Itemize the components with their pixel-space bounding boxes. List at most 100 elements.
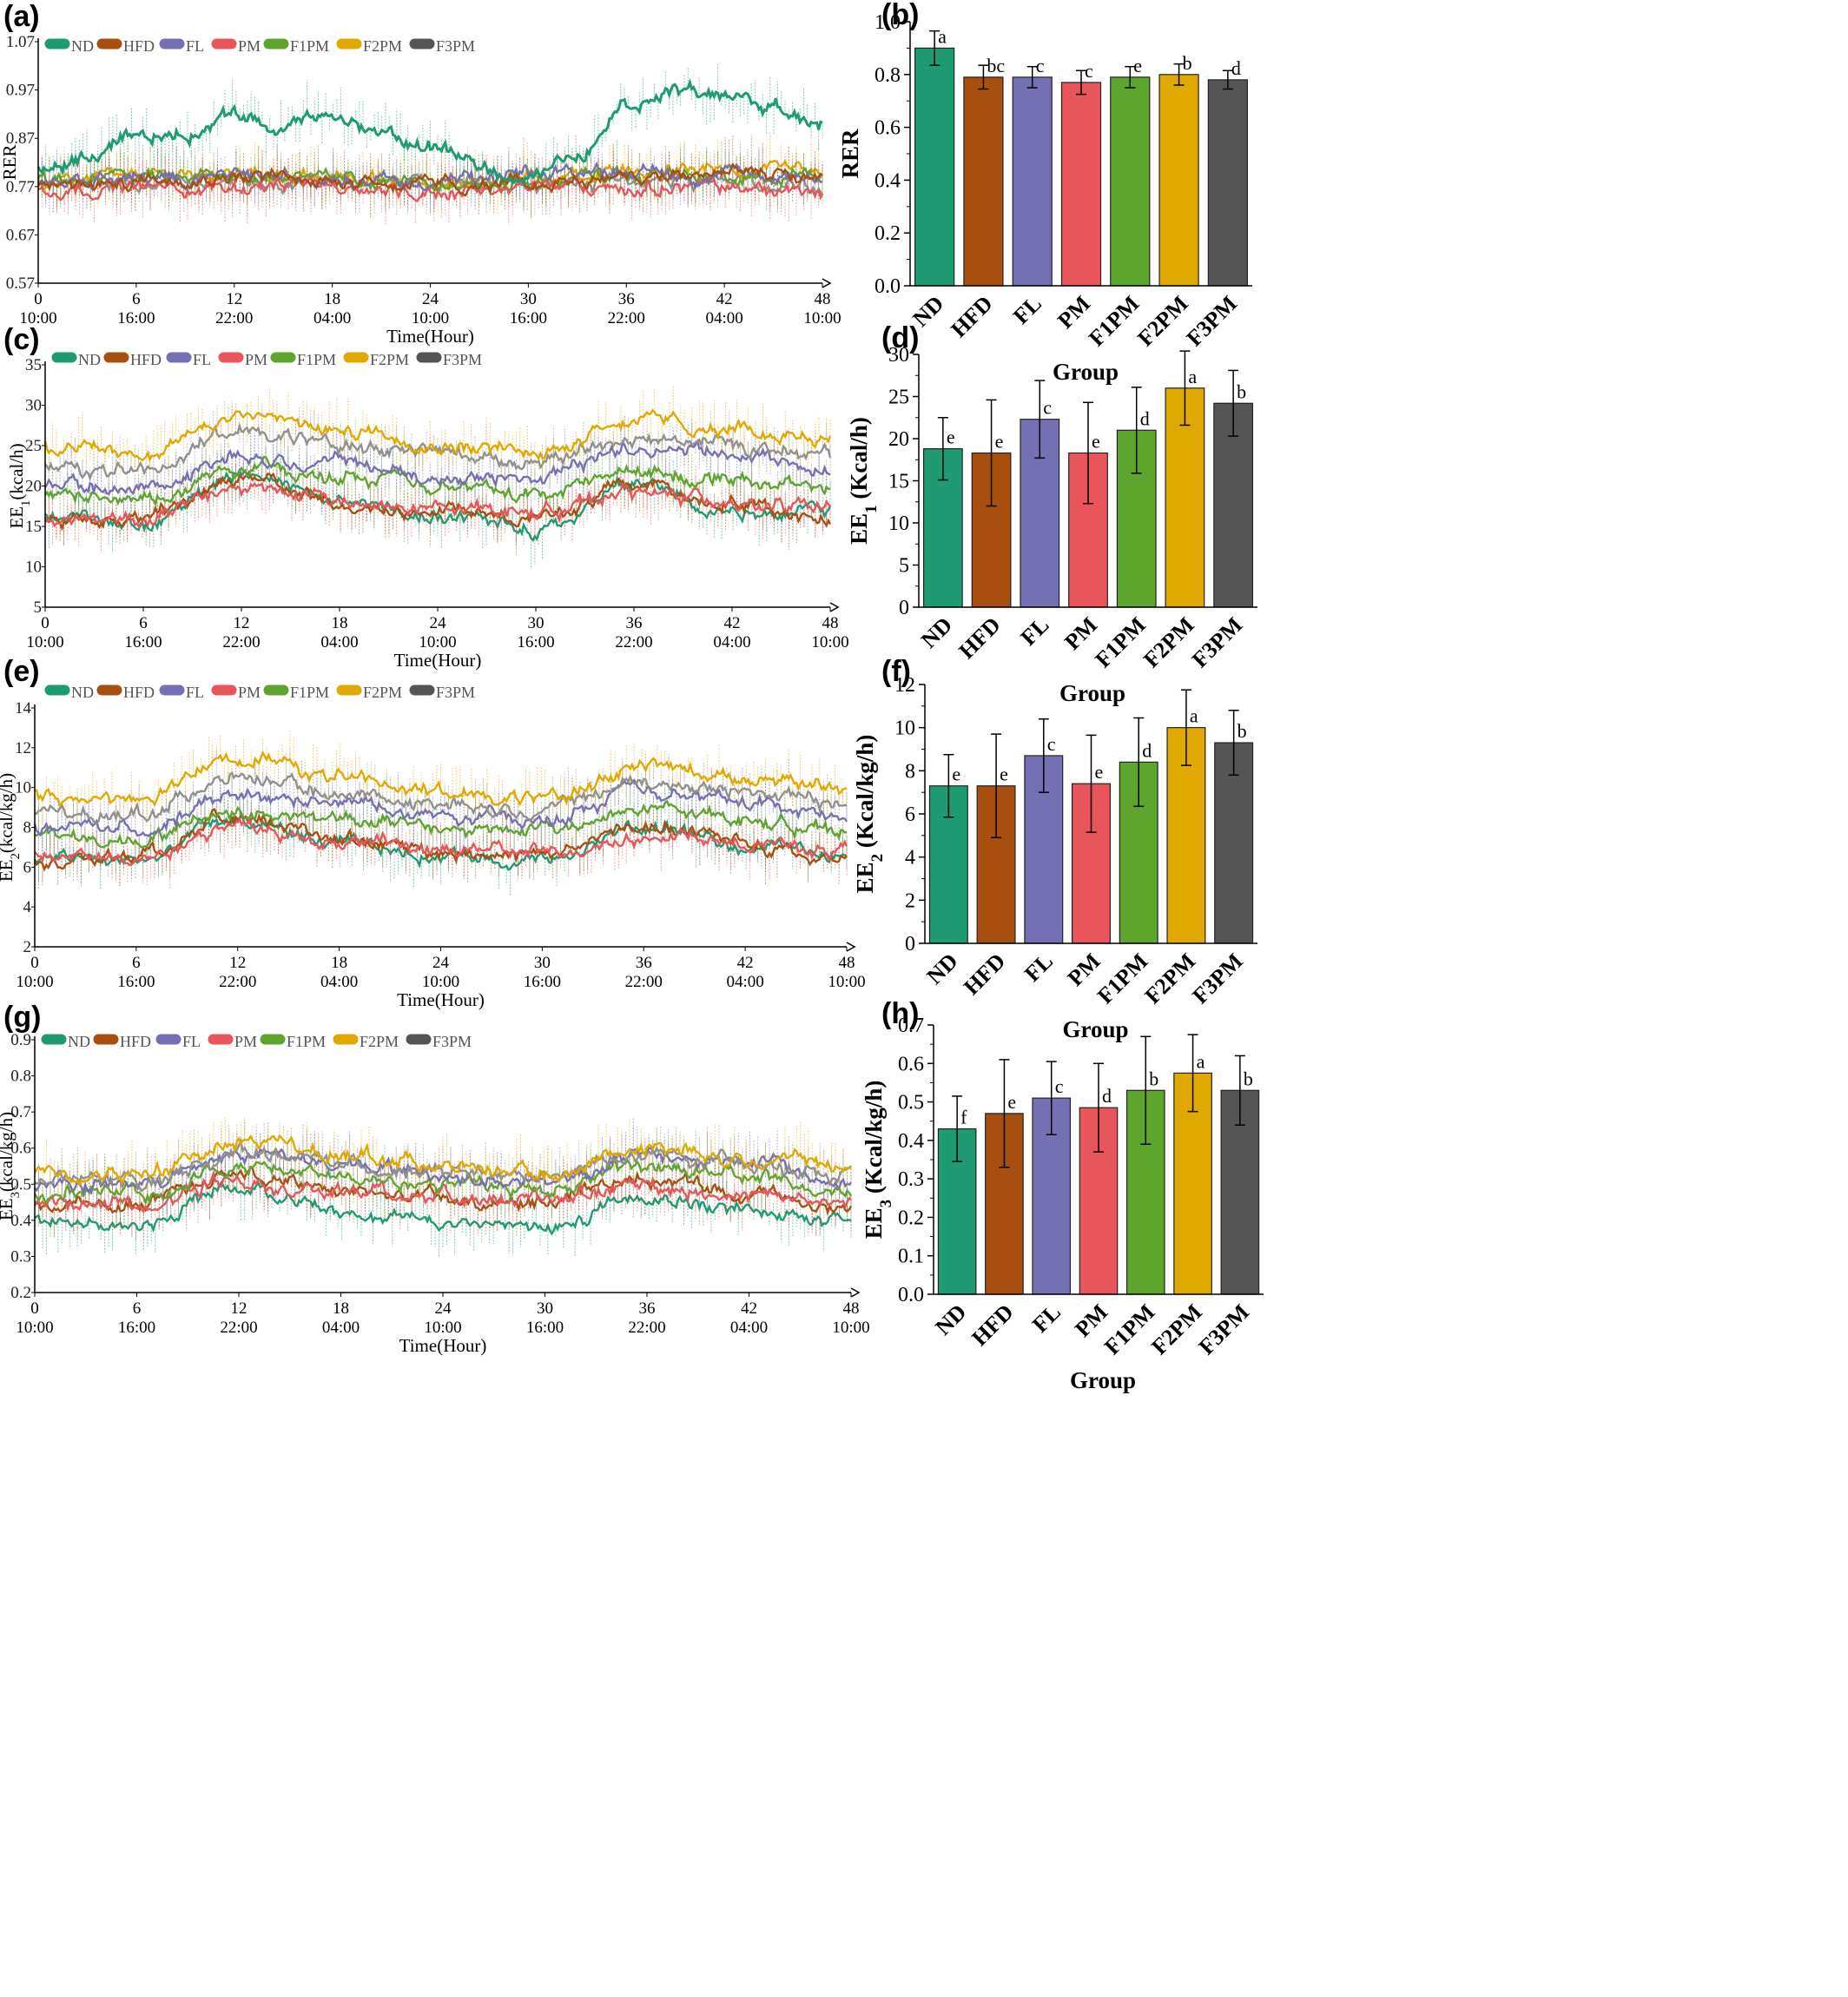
x-tick-hour: 12 [231,1299,248,1318]
y-tick-label: 2 [23,938,32,956]
legend-swatch-pm [211,684,237,696]
x-tick-clock: 10:00 [412,309,449,327]
significance-label: e [1133,55,1142,76]
x-tick-hour: 6 [133,1299,142,1318]
y-tick-label: 0.0 [874,275,901,298]
x-tick-clock: 10:00 [16,973,53,991]
y-tick-label: 6 [23,858,32,876]
x-tick-clock: 10:00 [419,633,456,651]
legend-swatch-nd [41,1034,67,1045]
x-axis-title: Group [1059,680,1125,706]
y-tick-label: 0 [899,597,909,619]
y-tick-label: 5 [34,598,43,617]
significance-label: c [1043,397,1052,419]
legend-label-hfd: HFD [123,684,155,701]
bar-chart-f: (f)eNDeHFDcFLePMdF1PMaF2PMbF3PM024681012… [852,655,1257,1042]
category-label: HFD [946,291,997,342]
category-label: FL [1016,612,1054,651]
x-axis-arrow [822,278,832,288]
y-tick-label: 0.8 [874,64,901,87]
legend-label-pm: PM [234,1033,257,1050]
y-tick-label: 10 [15,779,31,797]
y-tick-label: 0.3 [10,1247,31,1266]
legend-label-f3pm: F3PM [436,684,475,701]
x-tick-hour: 12 [229,954,246,972]
x-axis-arrow [846,942,856,952]
category-label: ND [916,612,957,653]
x-tick-clock: 10:00 [832,1319,869,1337]
y-axis-title: RER [837,129,863,179]
x-tick-hour: 0 [34,290,43,308]
x-tick-hour: 42 [724,614,741,632]
significance-label: f [960,1107,967,1128]
x-tick-clock: 22:00 [222,633,260,651]
x-tick-hour: 30 [534,954,551,972]
y-tick-label: 0.0 [898,1284,924,1306]
y-tick-label: 0.7 [10,1103,31,1121]
category-label: FL [1008,291,1046,329]
error-bars-nd [37,63,823,208]
x-tick-hour: 48 [815,290,831,308]
significance-label: c [1085,60,1093,82]
y-tick-label: 0.2 [10,1284,31,1302]
y-axis-title: EE2 (Kcal/kg/h) [852,735,887,894]
legend-label-nd: ND [71,684,94,701]
x-tick-hour: 30 [528,614,544,632]
y-tick-label: 0.1 [898,1246,924,1268]
x-tick-clock: 16:00 [124,633,162,651]
x-tick-clock: 10:00 [803,309,841,327]
error-bars-pm [37,149,823,226]
error-bars-f2pm [34,731,848,829]
y-tick-label: 5 [899,555,909,578]
x-tick-clock: 22:00 [215,309,253,327]
series-line-nd [34,1180,852,1236]
x-tick-hour: 36 [639,1299,656,1318]
significance-label: e [1007,1091,1016,1113]
legend-label-f2pm: F2PM [370,351,409,368]
x-tick-clock: 16:00 [517,633,554,651]
x-tick-hour: 30 [520,290,537,308]
x-tick-clock: 04:00 [726,973,763,991]
legend-swatch-f1pm [263,684,289,696]
legend-swatch-fl [159,684,185,696]
legend-swatch-f3pm [409,684,435,696]
panel-label: (f) [881,655,911,688]
legend-label-f1pm: F1PM [290,684,329,701]
legend-label-fl: FL [193,351,211,368]
legend-swatch-fl [159,38,185,50]
category-label: FL [1027,1299,1066,1338]
y-axis-title: EE2(kcal/kg/h) [0,773,23,882]
line-chart-g: (g)0.20.30.40.50.60.70.80.9010:00616:001… [0,1001,870,1356]
series-line-f3pm [34,771,848,825]
legend: ND HFD FL PM F1PM F2PM F3PM [41,1033,472,1050]
y-tick-label: 0.2 [874,222,901,245]
bar-f2pm [1158,74,1199,287]
x-tick-hour: 18 [332,614,348,632]
legend-label-nd: ND [71,37,94,55]
legend-label-f1pm: F1PM [290,37,329,55]
legend-label-fl: FL [182,1033,201,1050]
legend-swatch-f2pm [336,684,362,696]
significance-label: b [1244,1068,1253,1089]
y-tick-label: 0.4 [10,1212,31,1230]
legend-swatch-pm [218,352,244,363]
bar-pm [1060,82,1102,287]
significance-label: e [947,427,955,448]
x-tick-clock: 22:00 [625,973,663,991]
significance-label: e [952,764,960,785]
bar-hfd [963,76,1004,287]
y-tick-label: 1.07 [6,33,35,51]
x-tick-hour: 36 [618,290,635,308]
y-tick-label: 0.5 [10,1175,31,1194]
y-tick-label: 0.7 [898,1015,924,1037]
legend-label-pm: PM [245,351,267,368]
significance-label: e [995,430,1004,452]
x-tick-hour: 30 [537,1299,553,1318]
legend-swatch-hfd [93,1034,119,1045]
category-label: HFD [959,949,1010,1000]
y-tick-label: 25 [888,387,909,409]
legend-swatch-nd [44,38,70,50]
legend-swatch-f3pm [416,352,442,363]
significance-label: d [1231,57,1241,79]
